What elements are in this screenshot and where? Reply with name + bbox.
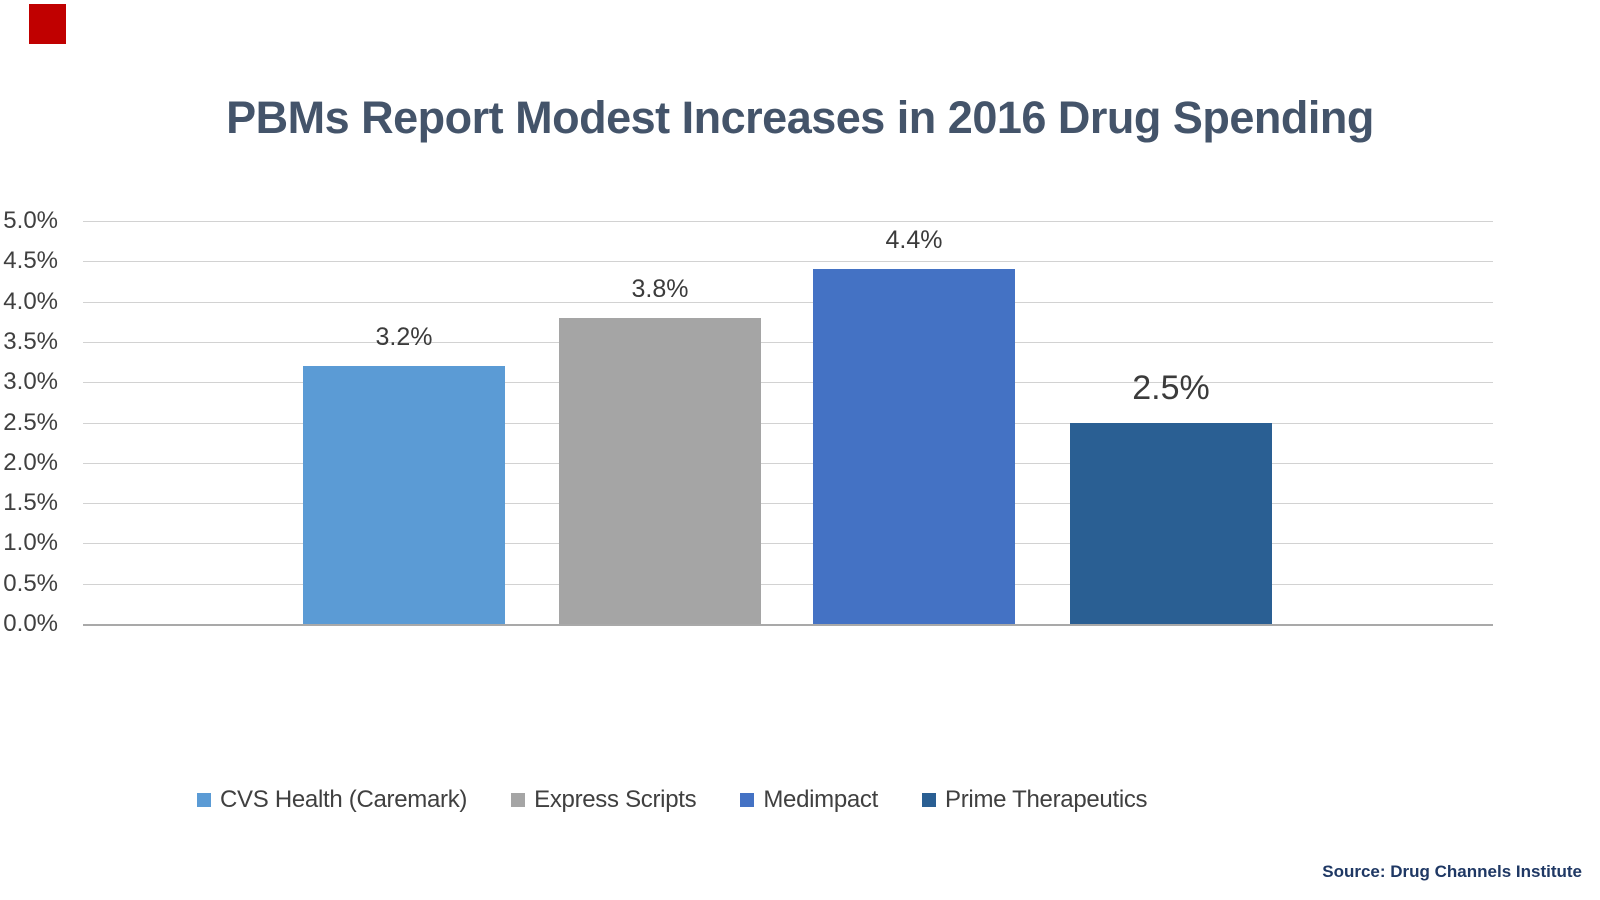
y-tick-label: 0.5% bbox=[3, 569, 58, 597]
y-tick-label: 2.0% bbox=[3, 448, 58, 476]
gridline bbox=[83, 503, 1493, 505]
y-tick-label: 3.0% bbox=[3, 368, 58, 396]
legend-label: Prime Therapeutics bbox=[945, 786, 1148, 813]
gridline bbox=[83, 583, 1493, 585]
data-label-cvs-health-caremark: 3.2% bbox=[375, 323, 433, 352]
bar-medimpact bbox=[813, 269, 1015, 624]
legend-item-prime-therapeutics: Prime Therapeutics bbox=[922, 786, 1148, 814]
bar-prime-therapeutics bbox=[1070, 422, 1272, 624]
legend-label: Medimpact bbox=[763, 786, 879, 813]
gridline bbox=[83, 462, 1493, 464]
data-label-medimpact: 4.4% bbox=[885, 226, 943, 255]
legend-item-medimpact: Medimpact bbox=[740, 786, 878, 814]
data-label-express-scripts: 3.8% bbox=[631, 274, 689, 303]
legend-item-express-scripts: Express Scripts bbox=[511, 786, 697, 814]
data-label-prime-therapeutics: 2.5% bbox=[1132, 368, 1210, 407]
legend: CVS Health (Caremark) Express Scripts Me… bbox=[197, 784, 1148, 816]
chart-title: PBMs Report Modest Increases in 2016 Dru… bbox=[226, 92, 1374, 143]
y-tick-label: 4.5% bbox=[3, 247, 58, 275]
y-tick-label: 0.0% bbox=[3, 610, 58, 637]
y-tick-label: 4.0% bbox=[3, 287, 58, 315]
y-tick-label: 1.5% bbox=[3, 489, 58, 517]
y-tick-label: 3.5% bbox=[3, 327, 58, 355]
gridline bbox=[83, 221, 1493, 222]
gridline bbox=[83, 422, 1493, 424]
gridline bbox=[83, 301, 1493, 303]
gridline bbox=[83, 341, 1493, 343]
gridline bbox=[83, 261, 1493, 263]
legend-swatch-medimpact bbox=[740, 793, 755, 807]
y-tick-label: 2.5% bbox=[3, 408, 58, 436]
x-axis-line bbox=[83, 624, 1493, 626]
legend-item-cvs-health-caremark: CVS Health (Caremark) bbox=[197, 786, 467, 814]
legend-swatch-express-scripts bbox=[511, 793, 526, 807]
y-tick-label: 5.0% bbox=[3, 207, 58, 234]
gridline bbox=[83, 382, 1493, 384]
legend-label: CVS Health (Caremark) bbox=[220, 786, 468, 813]
bar-cvs-health-caremark bbox=[303, 366, 505, 624]
gridline bbox=[83, 543, 1493, 545]
bar-express-scripts bbox=[559, 317, 761, 624]
y-tick-label: 1.0% bbox=[3, 529, 58, 557]
legend-swatch-cvs-health-caremark bbox=[197, 793, 211, 807]
legend-label: Express Scripts bbox=[534, 786, 697, 813]
source-note: Source: Drug Channels Institute bbox=[1322, 862, 1582, 881]
legend-swatch-prime-therapeutics bbox=[922, 793, 937, 807]
red-corner-mark bbox=[29, 4, 66, 44]
